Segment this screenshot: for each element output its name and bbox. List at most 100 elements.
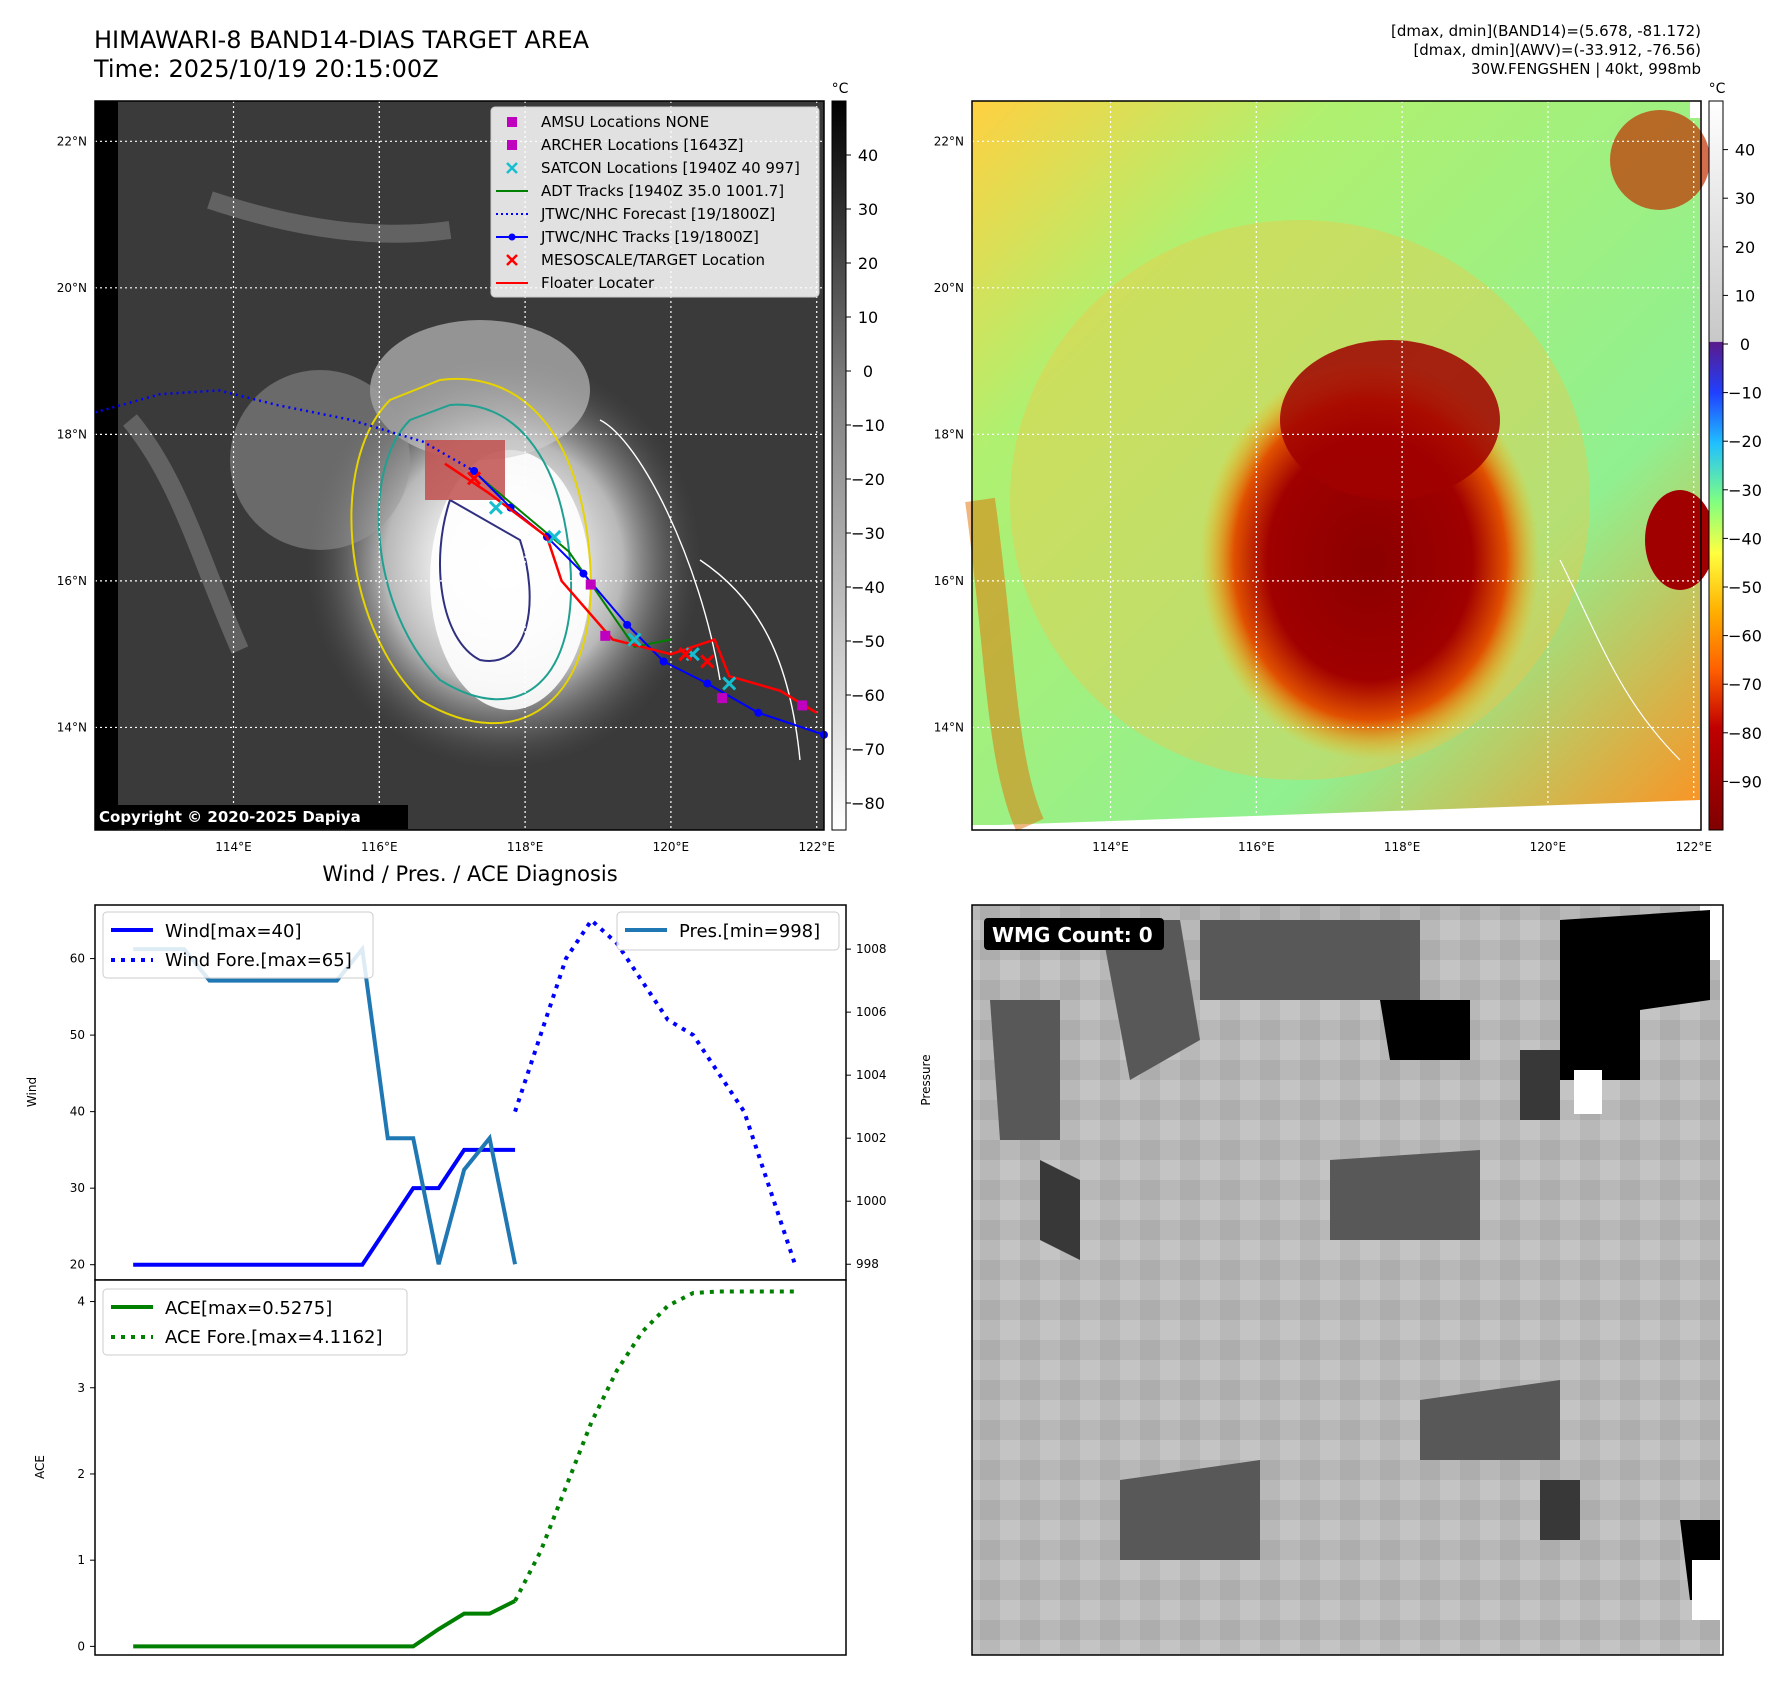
legend-label: SATCON Locations [1940Z 40 997]	[541, 159, 800, 177]
ir-lat-label: 20°N	[57, 281, 87, 295]
wmg-dark-regions	[990, 920, 1560, 1560]
awv-lat-label: 20°N	[934, 281, 964, 295]
ir-lat-label: 14°N	[57, 720, 87, 734]
pressure-axis-label: Pressure	[919, 1054, 933, 1105]
wind-forecast-legend-label: Wind Fore.[max=65]	[165, 950, 352, 971]
ir-lon-label: 122°E	[798, 840, 835, 854]
awv-colorbar-label: 40	[1735, 141, 1755, 160]
wmg-white-patch-2	[1692, 1560, 1720, 1620]
wind-legend: Wind[max=40] Wind Fore.[max=65]	[102, 911, 374, 979]
awv-colorbar-label: 20	[1735, 238, 1755, 257]
storm-summary: 30W.FENGSHEN | 40kt, 998mb	[1471, 60, 1701, 78]
wind-ytick-label: 50	[70, 1028, 85, 1042]
jtwc-track-point	[470, 466, 479, 475]
figure-title-line1: HIMAWARI-8 BAND14-DIAS TARGET AREA	[94, 26, 590, 54]
ir-colorbar-label: −10	[851, 416, 885, 435]
ir-colorbar-label: 10	[858, 308, 878, 327]
ir-colorbar-label: −80	[851, 794, 885, 813]
ir-tracks	[94, 389, 828, 739]
awv-lon-label: 118°E	[1384, 840, 1421, 854]
satcon-point	[547, 529, 562, 544]
awv-colorbar-label: −90	[1728, 772, 1762, 791]
wmg-panel: WMG Count: 0	[971, 904, 1724, 1656]
pressure-ytick-label: 1006	[856, 1005, 887, 1019]
jtwc-track-point	[703, 679, 712, 688]
ace-ytick-label: 3	[77, 1381, 85, 1395]
wmg-frame	[971, 904, 1724, 1656]
awv-lon-label: 116°E	[1238, 840, 1275, 854]
awv-dry-band-west	[965, 497, 1044, 832]
legend-line-dot	[508, 233, 516, 241]
awv-lat-label: 16°N	[934, 574, 964, 588]
wind-axis-label: Wind	[25, 1077, 39, 1107]
satcon-point	[627, 632, 642, 647]
jtwc-track-point	[659, 657, 668, 666]
legend-square-marker	[507, 117, 517, 127]
ir-panel: 114°E 116°E 118°E 120°E 122°E 22°N 20°N 18°N 16°…	[57, 100, 835, 854]
wind-ytick-label: 30	[70, 1181, 85, 1195]
figure-title: HIMAWARI-8 BAND14-DIAS TARGET AREA Time: …	[94, 26, 589, 84]
awv-colorbar-label: −60	[1728, 627, 1762, 646]
ir-colorbar-label: −60	[851, 686, 885, 705]
awv-dry-arc	[1280, 340, 1500, 500]
ir-frame	[94, 100, 825, 831]
wind-ytick-label: 60	[70, 952, 85, 966]
diagnosis-title: Wind / Pres. / ACE Diagnosis	[322, 862, 618, 886]
ir-colorbar-label: −40	[851, 578, 885, 597]
awv-dry-patch-east	[1645, 490, 1715, 590]
awv-lon-label: 122°E	[1675, 840, 1712, 854]
awv-lat-label: 14°N	[934, 720, 964, 734]
storm-info: [dmax, dmin](BAND14)=(5.678, -81.172) [d…	[1391, 22, 1701, 79]
satcon-point	[722, 676, 737, 691]
awv-colorbar-scale	[1708, 100, 1724, 831]
pressure-ytick-label: 1008	[856, 942, 887, 956]
awv-colorbar-label: −50	[1728, 578, 1762, 597]
ir-colorbar-label: −30	[851, 524, 885, 543]
awv-colorbar: °C 40 30 20 10 0 −10 −20 −30 −40 −50 −60 −70 −80 −90	[1708, 81, 1762, 831]
ir-lon-label: 118°E	[507, 840, 544, 854]
wind-ytick-label: 20	[70, 1258, 85, 1272]
awv-colorbar-label: −30	[1728, 481, 1762, 500]
awv-colorbar-unit: °C	[1709, 81, 1726, 97]
copyright-label: Copyright © 2020-2025 Dapiya	[99, 808, 361, 826]
awv-colorbar-label: −40	[1728, 529, 1762, 548]
pressure-ytick-label: 998	[856, 1257, 879, 1271]
pressure-legend-label: Pres.[min=998]	[679, 921, 820, 942]
awv-colorbar-label: −20	[1728, 432, 1762, 451]
ir-colorbar-label: 30	[858, 200, 878, 219]
jtwc-track-point	[579, 569, 588, 578]
wmg-black-regions	[1380, 910, 1720, 1600]
legend-label: ARCHER Locations [1643Z]	[541, 136, 744, 154]
jtwc-track-point	[754, 708, 763, 717]
archer-point	[797, 700, 808, 711]
wmg-darker-regions	[1040, 1050, 1580, 1540]
ir-outer-cloud	[370, 320, 590, 460]
ace-legend: ACE[max=0.5275] ACE Fore.[max=4.1162]	[102, 1288, 408, 1356]
ir-contour-navy	[439, 498, 531, 662]
pressure-ytick-label: 1002	[856, 1131, 887, 1145]
wind-legend-label: Wind[max=40]	[165, 921, 302, 942]
ir-colorbar: °C 40 30 20 10 0 −10 −20 −30 −40 −50 −60 −70 −80	[831, 81, 885, 831]
awv-lat-label: 18°N	[934, 427, 964, 441]
ace-ytick-label: 1	[77, 1553, 85, 1567]
wmg-white-patch	[1574, 1070, 1602, 1114]
ir-no-data-strip	[95, 101, 118, 830]
target-point	[678, 647, 693, 662]
awv-range: [dmax, dmin](AWV)=(-33.912, -76.56)	[1413, 41, 1701, 59]
ace-ytick-label: 4	[77, 1295, 85, 1309]
awv-colorbar-label: 0	[1740, 335, 1750, 354]
awv-colorbar-label: 10	[1735, 286, 1755, 305]
ir-contour-teal	[377, 403, 573, 701]
awv-coastline	[1559, 559, 1681, 761]
legend-label: MESOSCALE/TARGET Location	[541, 251, 765, 269]
ir-colorbar-label: −70	[851, 740, 885, 759]
awv-colorbar-label: −70	[1728, 675, 1762, 694]
pressure-ytick-label: 1004	[856, 1068, 887, 1082]
awv-colorbar-label: −10	[1728, 384, 1762, 403]
jtwc-forecast-track	[94, 389, 475, 473]
ir-lat-label: 16°N	[57, 574, 87, 588]
legend-square-marker	[507, 140, 517, 150]
floater-track	[444, 462, 818, 714]
